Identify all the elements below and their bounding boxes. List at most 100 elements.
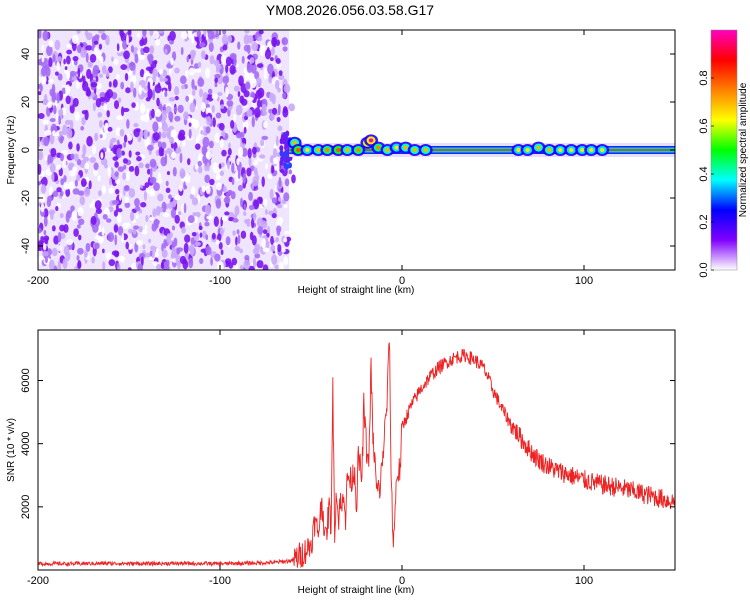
snr-plot-area (38, 330, 675, 570)
noise-blob (77, 207, 84, 217)
noise-blob (72, 55, 79, 62)
noise-blob (248, 204, 255, 211)
noise-blob (65, 55, 71, 65)
noise-blob (124, 202, 131, 208)
noise-blob (170, 253, 178, 259)
noise-blob (205, 234, 209, 241)
noise-blob (245, 81, 251, 90)
noise-blob (42, 119, 49, 125)
noise-blob (248, 265, 256, 270)
noise-blob (222, 30, 227, 35)
noise-blob (112, 199, 120, 205)
colorbar-tick-label: 0.0 (698, 262, 710, 277)
noise-blob (62, 157, 67, 169)
noise-blob (275, 58, 281, 65)
noise-blob (172, 166, 177, 177)
x-tick-label: 0 (399, 275, 405, 287)
noise-blob (259, 45, 267, 56)
noise-blob (92, 102, 96, 112)
noise-blob (246, 44, 251, 54)
noise-blob (58, 114, 62, 125)
noise-blob (52, 53, 56, 63)
noise-blob (38, 136, 41, 148)
noise-blob (246, 109, 253, 117)
noise-blob (265, 208, 268, 215)
noise-blob (66, 49, 73, 55)
noise-blob (158, 121, 163, 128)
noise-blob (74, 111, 80, 122)
noise-blob (283, 256, 289, 266)
noise-blob (240, 197, 244, 208)
noise-blob (225, 64, 229, 74)
noise-blob (161, 141, 167, 149)
noise-blob (43, 93, 48, 105)
noise-blob (261, 237, 267, 249)
noise-blob (149, 158, 157, 168)
noise-blob (283, 83, 291, 94)
noise-blob (69, 103, 75, 114)
noise-blob (60, 153, 64, 162)
noise-blob (117, 97, 122, 103)
noise-blob (213, 59, 220, 67)
noise-blob (205, 246, 212, 256)
x-tick-label: -200 (27, 275, 49, 287)
noise-blob (143, 113, 150, 123)
transition-blob (285, 130, 290, 137)
noise-blob (132, 87, 137, 98)
signal-spot (376, 145, 381, 150)
noise-blob (148, 188, 156, 197)
figure-title: YM08.2026.056.03.58.G17 (266, 2, 434, 18)
noise-blob (82, 75, 86, 87)
noise-blob (96, 82, 102, 90)
noise-blob (223, 196, 231, 204)
noise-blob (222, 75, 230, 84)
noise-blob (191, 232, 197, 237)
noise-blob (77, 234, 82, 241)
noise-blob (161, 110, 167, 121)
noise-blob (87, 61, 93, 68)
noise-blob (56, 93, 60, 101)
noise-blob (108, 259, 116, 267)
noise-blob (225, 56, 232, 67)
noise-blob (275, 39, 281, 47)
noise-blob (128, 188, 136, 198)
noise-blob (59, 224, 66, 232)
noise-blob (123, 141, 127, 148)
noise-blob (204, 204, 212, 216)
signal-spot (305, 148, 310, 152)
noise-blob (277, 104, 281, 116)
noise-blob (39, 194, 46, 204)
noise-blob (96, 34, 100, 39)
noise-blob (85, 45, 93, 51)
noise-blob (277, 87, 281, 93)
noise-blob (81, 117, 86, 126)
noise-blob (59, 136, 64, 144)
noise-blob (106, 69, 110, 78)
noise-blob (48, 57, 53, 68)
noise-blob (94, 242, 100, 250)
noise-blob (183, 202, 187, 214)
noise-blob (145, 163, 150, 169)
noise-blob (76, 143, 80, 152)
transition-blob (284, 156, 289, 163)
noise-blob (154, 84, 162, 94)
noise-blob (183, 242, 189, 254)
transition-blob (279, 159, 284, 166)
noise-blob (65, 84, 71, 95)
noise-blob (135, 205, 141, 212)
noise-blob (205, 185, 211, 195)
noise-blob (281, 247, 286, 253)
noise-blob (38, 227, 42, 234)
noise-blob (157, 30, 165, 34)
noise-blob (49, 163, 56, 173)
noise-blob (102, 248, 105, 254)
noise-blob (64, 119, 72, 126)
snr-y-label: SNR (10 * v/v) (6, 418, 17, 482)
noise-blob (91, 45, 95, 52)
noise-blob (55, 206, 59, 212)
noise-blob (143, 46, 150, 54)
spectrogram-y-label: Frequency (Hz) (6, 116, 17, 185)
noise-blob (179, 255, 186, 265)
noise-blob (139, 130, 144, 138)
